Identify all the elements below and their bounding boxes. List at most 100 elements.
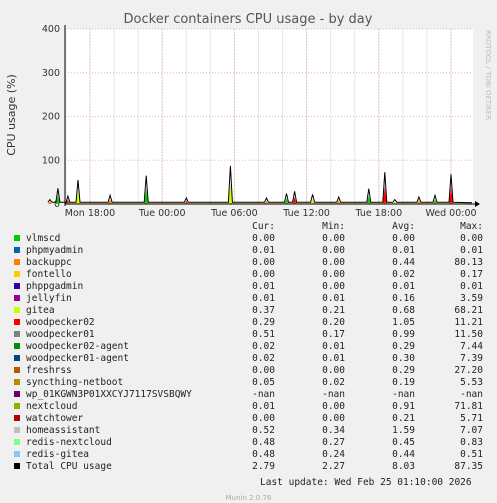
legend-cur: 0.00: [252, 365, 275, 376]
legend-name: vlmscd: [26, 233, 61, 244]
legend-min: -nan: [322, 389, 345, 400]
legend-cur: 0.02: [252, 341, 275, 352]
legend-avg: 0.44: [392, 449, 415, 460]
legend-name: woodpecker02-agent: [26, 341, 129, 352]
legend-min: 0.00: [322, 413, 345, 424]
legend-swatch: [14, 247, 20, 253]
series-layer: [47, 165, 473, 205]
legend-row: nextcloud 0.01 0.00 0.91 71.81: [0, 401, 497, 413]
legend-avg: 1.59: [392, 425, 415, 436]
legend-name: phppgadmin: [26, 281, 84, 292]
legend-swatch: [14, 331, 20, 337]
legend-cur: 0.02: [252, 353, 275, 364]
legend-cur: 0.00: [252, 269, 275, 280]
legend-min: 0.34: [322, 425, 345, 436]
legend-min: 0.00: [322, 281, 345, 292]
x-tick-label: Tue 12:00: [282, 208, 330, 219]
legend-min: 0.00: [322, 245, 345, 256]
legend-max: -nan: [460, 389, 483, 400]
legend-avg: 0.29: [392, 341, 415, 352]
series-area-spike: [292, 197, 297, 204]
legend-row: woodpecker02 0.29 0.20 1.05 11.21: [0, 317, 497, 329]
y-tick-label: 200: [42, 112, 60, 123]
legend-row: fontello 0.00 0.00 0.02 0.17: [0, 269, 497, 281]
legend-row: phpmyadmin 0.01 0.00 0.01 0.01: [0, 245, 497, 257]
legend-avg: 0.44: [392, 257, 415, 268]
legend-cur: 0.00: [252, 233, 275, 244]
legend-swatch: [14, 427, 20, 433]
legend-avg: -nan: [392, 389, 415, 400]
legend-header-max: Max:: [460, 221, 483, 232]
legend-avg: 1.05: [392, 317, 415, 328]
series-area-spike: [144, 188, 149, 204]
legend-min: 0.00: [322, 365, 345, 376]
legend-row: wp_01KGWN3P01XXCYJ7117SVSBQWY -nan -nan -na…: [0, 389, 497, 401]
legend-name: redis-gitea: [26, 449, 89, 460]
legend-cur: 0.00: [252, 413, 275, 424]
legend-name: watchtower: [26, 413, 84, 424]
legend-swatch: [14, 439, 20, 445]
legend-avg: 0.00: [392, 233, 415, 244]
series-area-spike: [366, 195, 371, 204]
legend-swatch: [14, 295, 20, 301]
legend-max: 80.13: [454, 257, 483, 268]
legend-max: 5.71: [460, 413, 483, 424]
legend-cur: 0.48: [252, 437, 275, 448]
legend-max: 87.35: [454, 461, 483, 472]
legend-min: 0.01: [322, 353, 345, 364]
legend-name: phpmyadmin: [26, 245, 84, 256]
legend-cur: 0.00: [252, 257, 275, 268]
legend-cur: 0.37: [252, 305, 275, 316]
legend-name: woodpecker01: [26, 329, 95, 340]
legend-avg: 0.68: [392, 305, 415, 316]
x-ticks: Mon 18:00 Tue 00:00 Tue 06:00 Tue 12:00 Tue …: [65, 208, 477, 219]
legend-min: 0.17: [322, 329, 345, 340]
legend-row: woodpecker01 0.51 0.17 0.99 11.50: [0, 329, 497, 341]
rrdtool-credit: RRDTOOL / TOBI OETIKER: [484, 30, 492, 120]
legend-avg: 0.29: [392, 365, 415, 376]
legend-cur: 0.48: [252, 449, 275, 460]
series-area-spike: [284, 198, 289, 204]
legend-swatch: [14, 415, 20, 421]
legend-header-cur: Cur:: [252, 221, 275, 232]
legend-swatch: [14, 379, 20, 385]
legend-row: phppgadmin 0.01 0.00 0.01 0.01: [0, 281, 497, 293]
legend-row: jellyfin 0.01 0.01 0.16 3.59: [0, 293, 497, 305]
legend-max: 3.59: [460, 293, 483, 304]
legend-min: 0.24: [322, 449, 345, 460]
legend-cur: 0.01: [252, 281, 275, 292]
legend-max: 11.21: [454, 317, 483, 328]
legend-row: backuppc 0.00 0.00 0.44 80.13: [0, 257, 497, 269]
series-area-spike: [310, 198, 315, 204]
series-total-line: [47, 165, 473, 205]
legend-name: jellyfin: [26, 293, 72, 304]
legend-name: homeassistant: [26, 425, 101, 436]
x-tick-label: Mon 18:00: [65, 208, 115, 219]
series-area-spike: [47, 201, 52, 204]
legend-avg: 0.01: [392, 245, 415, 256]
legend-name: fontello: [26, 269, 72, 280]
legend-swatch: [14, 451, 20, 457]
legend-max: 7.39: [460, 353, 483, 364]
legend-row: woodpecker02-agent 0.02 0.01 0.29 7.44: [0, 341, 497, 353]
y-tick-label: 300: [42, 68, 60, 79]
legend-min: 0.00: [322, 257, 345, 268]
legend-max: 0.01: [460, 245, 483, 256]
legend-min: 0.01: [322, 341, 345, 352]
legend-name: woodpecker01-agent: [26, 353, 129, 364]
legend-max: 7.44: [460, 341, 483, 352]
legend-row: woodpecker01-agent 0.02 0.01 0.30 7.39: [0, 353, 497, 365]
chart-title: Docker containers CPU usage - by day: [124, 12, 373, 27]
legend-swatch: [14, 463, 20, 469]
legend-min: 0.00: [322, 401, 345, 412]
legend-min: 0.20: [322, 317, 345, 328]
legend-cur: 0.52: [252, 425, 275, 436]
legend-max: 0.00: [460, 233, 483, 244]
y-tick-label: 100: [42, 155, 60, 166]
series-area-spike: [382, 186, 387, 204]
x-tick-label: Tue 00:00: [138, 208, 186, 219]
legend-max: 0.83: [460, 437, 483, 448]
legend-avg: 0.01: [392, 281, 415, 292]
legend-avg: 0.91: [392, 401, 415, 412]
legend-name: woodpecker02: [26, 317, 95, 328]
